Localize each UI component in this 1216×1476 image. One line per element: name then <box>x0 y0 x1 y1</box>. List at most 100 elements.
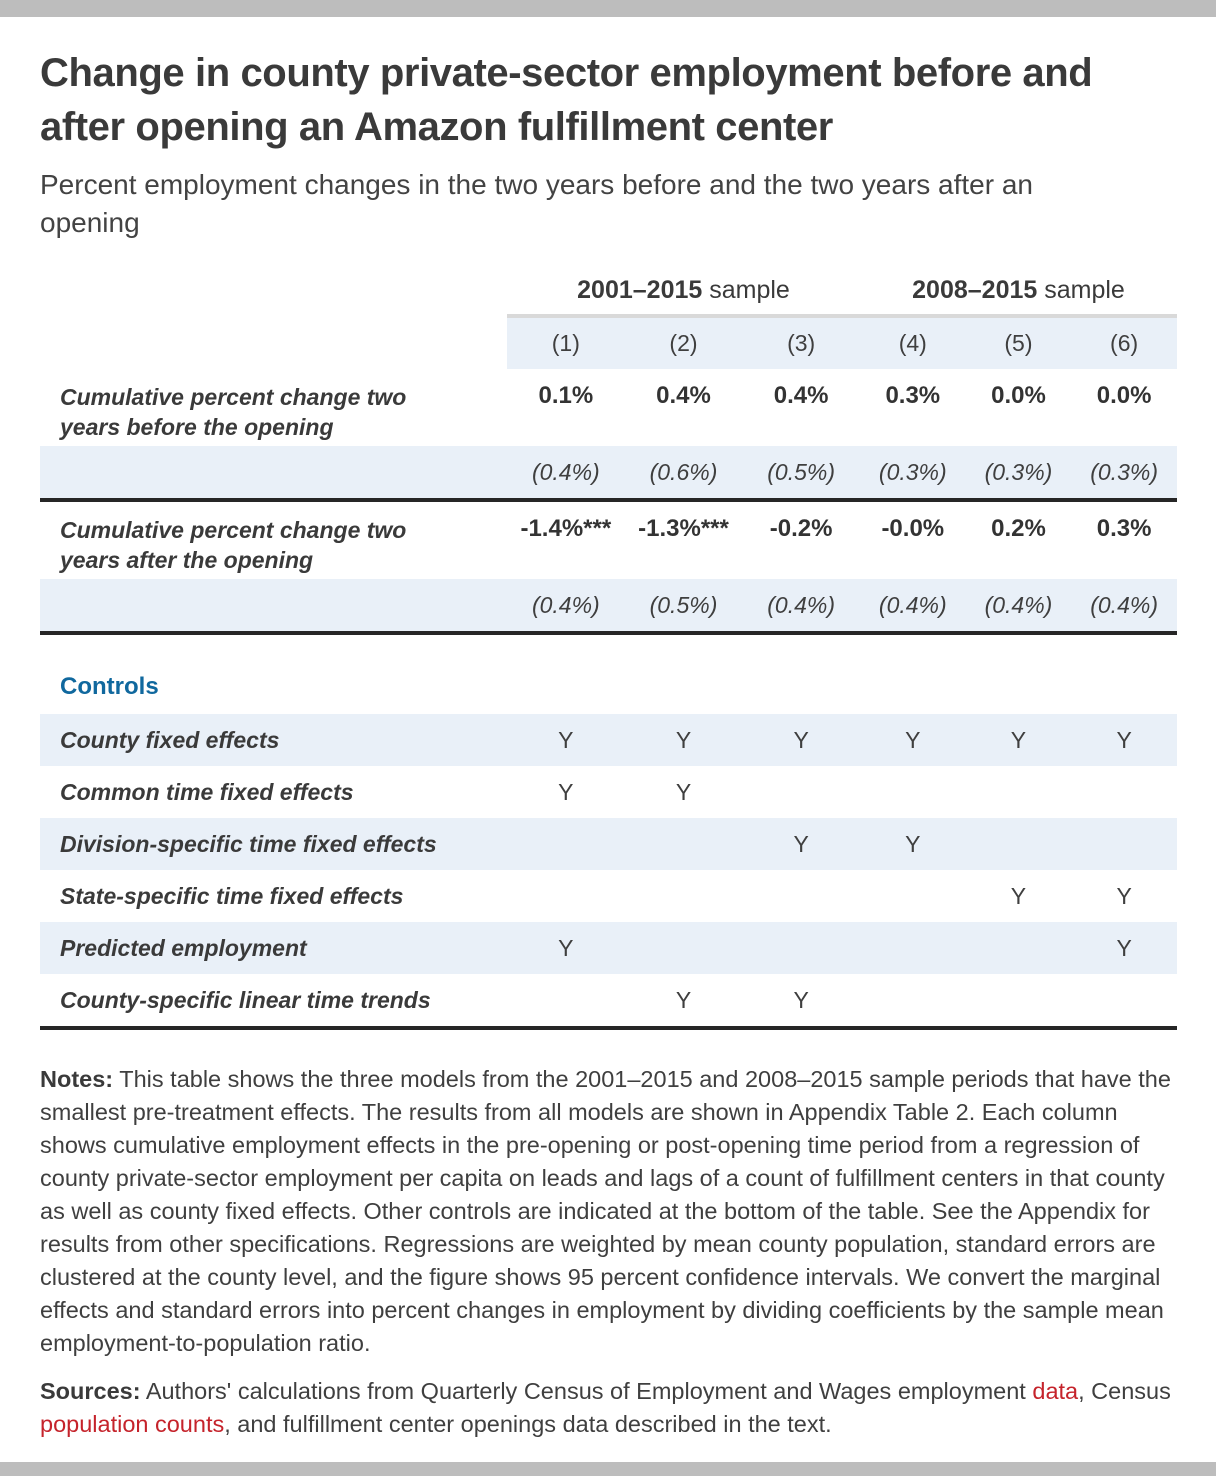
sample-header-2001-2015: 2001–2015 sample <box>507 276 860 305</box>
group-header-spacer <box>40 276 507 305</box>
value-cell: 0.3% <box>1096 515 1152 542</box>
sources-text: , and fulfillment center openings data d… <box>224 1411 832 1437</box>
sample-group-header-row: 2001–2015 sample 2008–2015 sample <box>40 276 1177 314</box>
table-divider <box>40 498 1177 502</box>
control-row-predicted-employment: Predicted employment Y Y <box>40 922 1177 974</box>
control-label: Predicted employment <box>60 934 307 961</box>
se-cell: (0.3%) <box>984 458 1053 485</box>
control-flag-cell <box>1071 974 1177 1026</box>
control-label-cell: County fixed effects <box>40 714 507 766</box>
control-flag-cell: Y <box>1116 934 1132 961</box>
value-cell: 0.3% <box>885 382 941 409</box>
control-label-cell: County-specific linear time trends <box>40 974 507 1026</box>
control-flag-cell <box>507 870 625 922</box>
bottom-accent-bar <box>0 1462 1216 1476</box>
table-row-pre-opening: Cumulative percent change two years befo… <box>40 369 1177 446</box>
notes-label: Notes: <box>40 1066 114 1092</box>
control-flag-cell <box>1071 818 1177 870</box>
population-counts-link[interactable]: population counts <box>40 1411 225 1437</box>
control-row-common-time-fixed-effects: Common time fixed effects Y Y <box>40 766 1177 818</box>
control-flag-cell: Y <box>1116 882 1132 909</box>
value-cell: -0.2% <box>769 515 833 542</box>
sources-text: Authors' calculations from Quarterly Cen… <box>145 1378 1033 1404</box>
control-label: County fixed effects <box>60 726 280 753</box>
control-flag-cell <box>966 818 1072 870</box>
control-flag-cell: Y <box>675 726 692 753</box>
control-row-county-fixed-effects: County fixed effects Y Y Y Y Y Y <box>40 714 1177 766</box>
figure-content: Change in county private-sector employme… <box>0 46 1216 1476</box>
se-cell: (0.3%) <box>878 458 947 485</box>
se-cell: (0.4%) <box>531 458 600 485</box>
notes-paragraph: Notes: This table shows the three models… <box>40 1063 1177 1360</box>
control-row-state-specific-time-fixed-effects: State-specific time fixed effects Y Y <box>40 870 1177 922</box>
value-cell: -1.4%*** <box>520 515 612 542</box>
column-header: (4) <box>859 318 966 369</box>
value-cell: -1.3%*** <box>638 515 729 542</box>
sample-header-2008-2015: 2008–2015 sample <box>860 276 1177 305</box>
value-cell: 0.4% <box>656 382 711 409</box>
page-subtitle: Percent employment changes in the two ye… <box>40 169 1034 238</box>
column-header: (2) <box>624 318 743 369</box>
control-flag-cell: Y <box>558 726 574 753</box>
se-cell: (0.4%) <box>878 591 947 618</box>
sources-paragraph: Sources: Authors' calculations from Quar… <box>40 1375 1177 1441</box>
control-label-cell: State-specific time fixed effects <box>40 870 507 922</box>
control-label-cell: Common time fixed effects <box>40 766 507 818</box>
value-cell: 0.2% <box>991 515 1046 542</box>
sample-years: 2008–2015 <box>912 276 1038 304</box>
control-flag-cell <box>625 870 743 922</box>
control-flag-cell <box>860 766 966 818</box>
column-header: (1) <box>507 318 625 369</box>
control-flag-cell <box>507 974 625 1026</box>
control-label: Common time fixed effects <box>60 778 354 805</box>
results-table: 2001–2015 sample 2008–2015 sample (1) (2… <box>40 276 1177 1030</box>
se-cell: (0.4%) <box>531 591 600 618</box>
se-cell: (0.3%) <box>1090 458 1158 485</box>
se-cell: (0.4%) <box>984 591 1053 618</box>
se-cell: (0.5%) <box>649 591 718 618</box>
se-cell: (0.6%) <box>649 458 718 485</box>
control-flag-cell <box>1071 766 1177 818</box>
row-label-cell: Cumulative percent change two years befo… <box>40 369 507 446</box>
value-cell: -0.0% <box>881 515 945 542</box>
control-flag-cell <box>860 922 966 974</box>
se-spacer <box>40 446 507 498</box>
control-flag-cell: Y <box>675 986 692 1013</box>
control-flag-cell: Y <box>905 830 921 857</box>
table-bottom-rule <box>40 1026 1177 1030</box>
control-flag-cell: Y <box>905 726 921 753</box>
control-label: Division-specific time fixed effects <box>60 830 437 857</box>
row-label-cell: Cumulative percent change two years afte… <box>40 502 507 579</box>
column-header-top-strip <box>507 314 1177 318</box>
sources-label: Sources: <box>40 1378 141 1404</box>
column-header: (6) <box>1071 318 1177 369</box>
control-flag-cell: Y <box>558 778 574 805</box>
control-flag-cell: Y <box>793 726 809 753</box>
value-cell: 0.4% <box>773 382 829 409</box>
control-flag-cell <box>860 870 966 922</box>
column-header: (3) <box>742 318 860 369</box>
row-label: Cumulative percent change two years afte… <box>60 517 407 573</box>
top-accent-bar <box>0 0 1216 17</box>
sample-years: 2001–2015 <box>577 276 703 304</box>
se-cell: (0.5%) <box>767 458 836 485</box>
se-cell: (0.4%) <box>1090 591 1158 618</box>
control-flag-cell <box>966 922 1072 974</box>
control-flag-cell <box>507 818 625 870</box>
control-flag-cell <box>966 766 1072 818</box>
control-row-division-specific-time-fixed-effects: Division-specific time fixed effects Y Y <box>40 818 1177 870</box>
control-label: State-specific time fixed effects <box>60 882 404 909</box>
column-number-spacer <box>40 318 507 369</box>
data-link[interactable]: data <box>1032 1378 1079 1404</box>
control-flag-cell: Y <box>793 986 809 1013</box>
sources-text: , Census <box>1078 1378 1171 1404</box>
control-flag-cell: Y <box>793 830 809 857</box>
control-flag-cell <box>742 766 860 818</box>
table-row-post-opening-se: (0.4%) (0.5%) (0.4%) (0.4%) (0.4%) (0.4%… <box>40 579 1177 631</box>
value-cell: 0.0% <box>1096 382 1152 409</box>
control-flag-cell <box>625 818 743 870</box>
column-header: (5) <box>965 318 1072 369</box>
row-label: Cumulative percent change two years befo… <box>60 384 407 440</box>
control-flag-cell <box>742 922 860 974</box>
